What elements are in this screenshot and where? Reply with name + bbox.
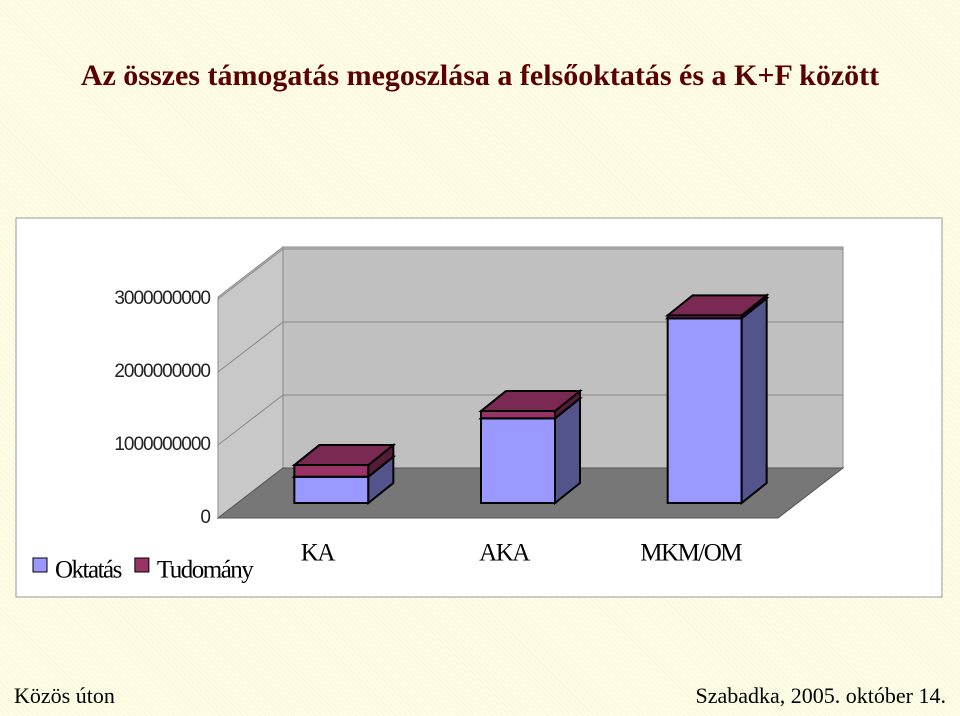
- bar: [480, 410, 556, 420]
- y-tick-label: 2000000000: [114, 361, 210, 382]
- y-tick-label: 0: [200, 507, 210, 528]
- y-tick-label: 1000000000: [114, 434, 210, 455]
- x-tick-label: AKA: [479, 540, 530, 567]
- legend-label: Tudomány: [157, 557, 254, 584]
- bar-top: [664, 294, 770, 317]
- footer-left: Közös úton: [14, 683, 115, 708]
- bar: [666, 317, 743, 504]
- plot: 0 1000000000 2000000000 3000000000 KA AKA MKM/…: [32, 248, 843, 584]
- slide-title: Az összes támogatás megoszlása a felsőok…: [81, 59, 879, 92]
- bar-side: [740, 296, 768, 506]
- bar: [293, 475, 370, 505]
- grid-line: [217, 248, 284, 300]
- y-tick-label: 3000000000: [114, 288, 210, 309]
- x-tick-label: KA: [301, 540, 336, 567]
- legend-swatch: [32, 557, 48, 573]
- bar-top: [478, 390, 583, 413]
- bar: [293, 464, 370, 478]
- x-tick-label: MKM/OM: [640, 540, 742, 567]
- legend-label: Oktatás: [55, 557, 122, 584]
- legend-swatch: [134, 557, 150, 573]
- bar: [480, 417, 556, 505]
- footer-right: Szabadka, 2005. október 14.: [696, 683, 947, 708]
- grid-line: [217, 321, 284, 373]
- grid-line: [217, 394, 284, 446]
- bar-top: [291, 444, 397, 467]
